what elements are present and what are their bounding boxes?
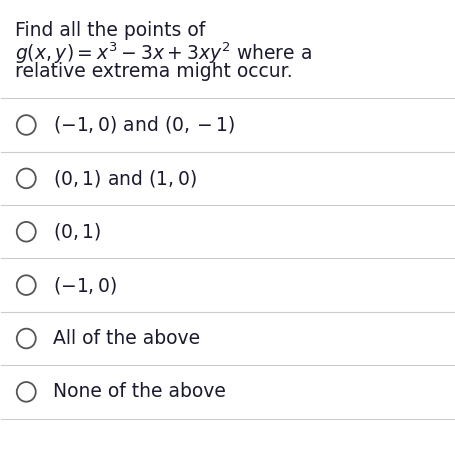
Text: relative extrema might occur.: relative extrema might occur. [15, 62, 293, 81]
Text: $(0, 1)$: $(0, 1)$ [53, 221, 102, 242]
Text: $g(x, y) = x^3 - 3x + 3xy^2$ where a: $g(x, y) = x^3 - 3x + 3xy^2$ where a [15, 41, 312, 66]
Text: $(-1, 0)$: $(-1, 0)$ [53, 275, 117, 296]
Text: $(0, 1)$ and $(1, 0)$: $(0, 1)$ and $(1, 0)$ [53, 168, 197, 189]
Text: All of the above: All of the above [53, 329, 201, 348]
Text: Find all the points of: Find all the points of [15, 21, 205, 40]
Text: None of the above: None of the above [53, 382, 226, 401]
Text: $(-1, 0)$ and $(0, -1)$: $(-1, 0)$ and $(0, -1)$ [53, 114, 236, 136]
